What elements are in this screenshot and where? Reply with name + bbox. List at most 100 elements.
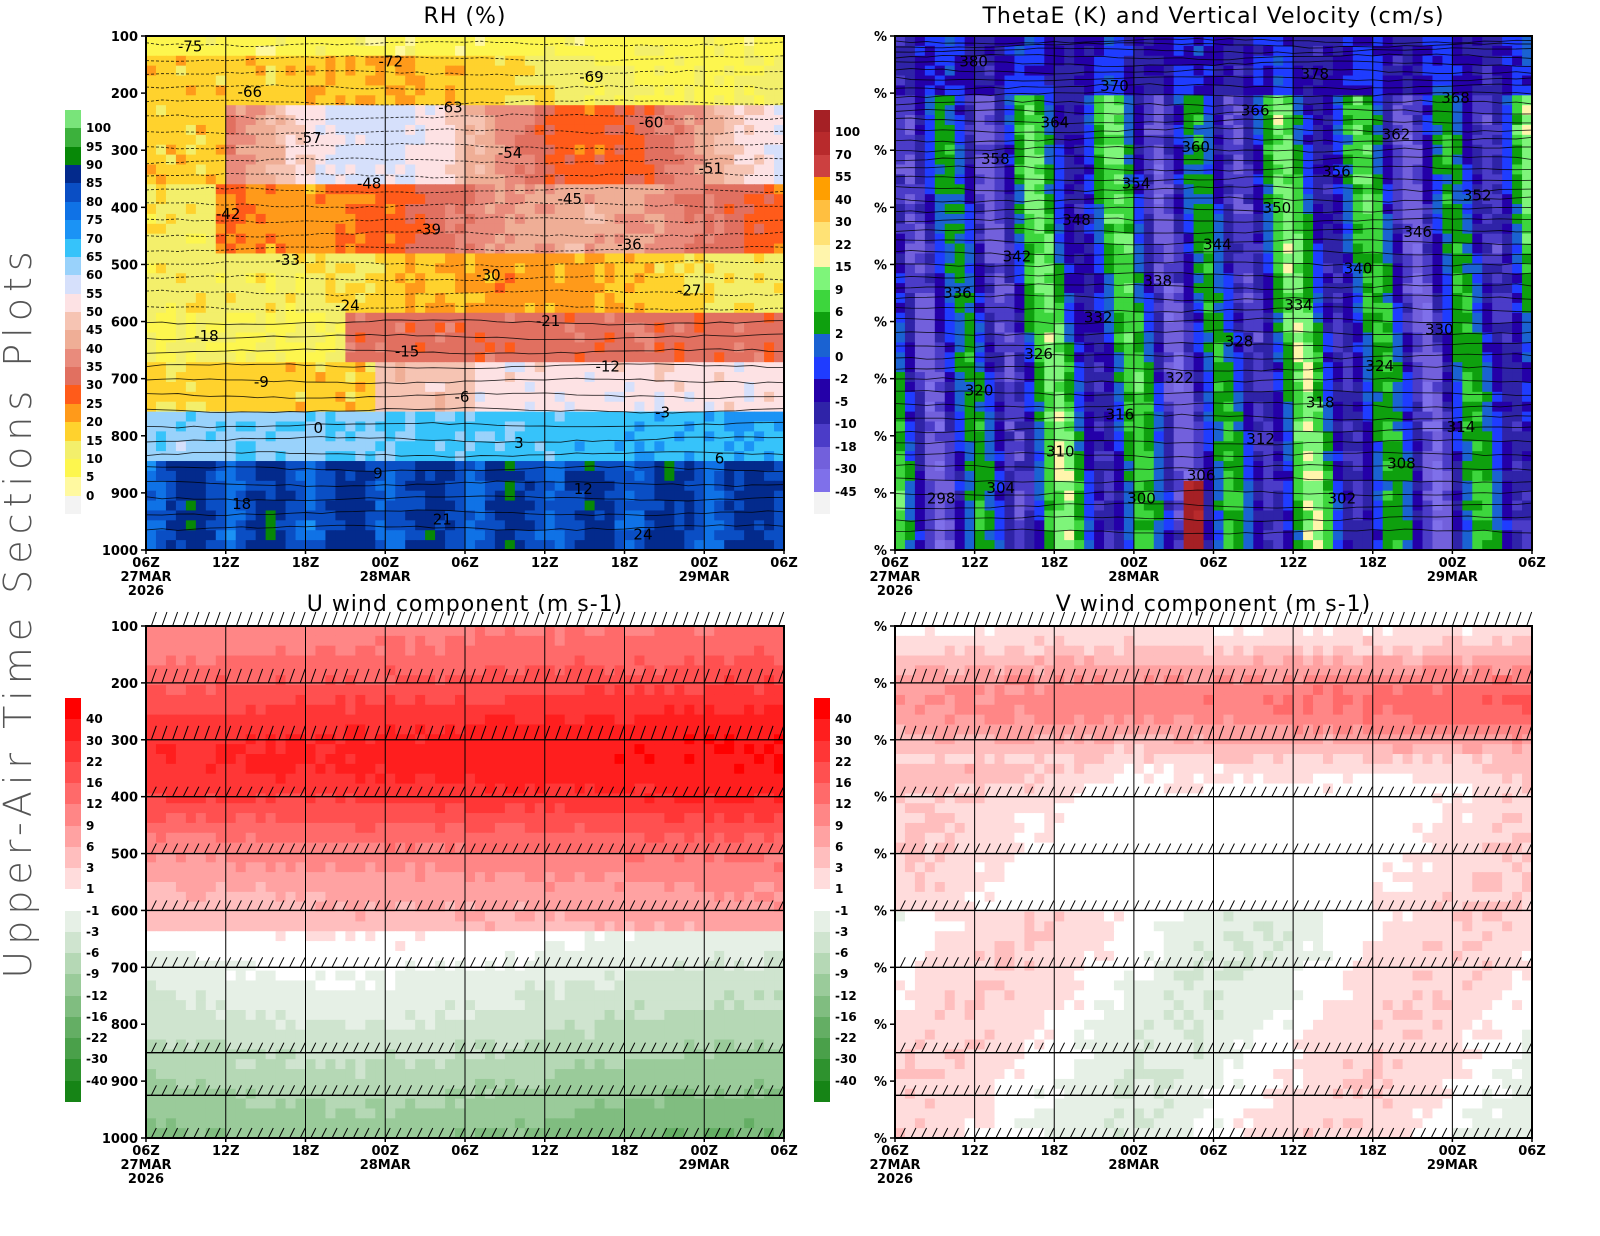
field-cell [195, 115, 207, 126]
field-cell [764, 480, 775, 492]
field-cell [1522, 253, 1533, 264]
field-cell [914, 75, 926, 87]
field-cell [684, 431, 695, 442]
field-cell [185, 431, 197, 442]
field-cell [325, 421, 337, 432]
field-cell [445, 184, 456, 195]
field-cell [155, 134, 167, 146]
field-cell [584, 312, 596, 324]
field-cell [674, 332, 685, 344]
field-cell [255, 312, 267, 324]
field-cell [474, 540, 486, 551]
field-cell [146, 490, 157, 502]
field-cell [146, 520, 157, 531]
field-cell [534, 352, 546, 363]
field-cell [1303, 95, 1314, 106]
field-cell [315, 411, 327, 423]
field-cell [504, 65, 516, 77]
field-cell [1223, 65, 1235, 77]
field-cell [235, 461, 247, 472]
field-cell [684, 253, 695, 264]
field-cell [544, 421, 556, 432]
field-cell [1313, 134, 1324, 146]
field-cell [1372, 243, 1384, 255]
field-cell [335, 223, 346, 235]
field-cell [445, 332, 456, 344]
field-cell [405, 520, 416, 531]
field-cell [574, 36, 586, 47]
field-cell [624, 451, 636, 462]
field-cell [774, 332, 785, 344]
field-cell [614, 105, 626, 116]
field-cell [1173, 124, 1185, 136]
field-cell [295, 233, 307, 245]
field-cell [634, 233, 646, 245]
field-cell [584, 233, 596, 245]
field-cell [1512, 204, 1523, 215]
field-cell [295, 154, 307, 166]
field-cell [1024, 164, 1035, 175]
field-cell [1392, 144, 1404, 156]
field-cell [1153, 115, 1165, 126]
field-cell [1024, 115, 1035, 126]
field-cell [714, 283, 725, 294]
field-cell [415, 223, 426, 235]
field-cell [764, 332, 775, 344]
field-cell [564, 470, 576, 482]
field-cell [1004, 174, 1016, 185]
field-cell [714, 223, 725, 235]
field-cell [155, 510, 167, 521]
field-cell [664, 134, 675, 146]
field-cell [594, 85, 606, 96]
field-cell [644, 204, 656, 215]
field-cell [1123, 65, 1135, 77]
field-cell [1104, 154, 1115, 166]
field-cell [724, 164, 735, 175]
field-cell [524, 174, 536, 185]
field-cell [195, 85, 207, 96]
field-cell [1233, 95, 1244, 106]
field-cell [684, 213, 695, 225]
field-cell [355, 263, 366, 274]
field-cell [644, 174, 656, 185]
field-cell [744, 95, 755, 106]
field-cell [664, 55, 675, 67]
field-cell [774, 431, 785, 442]
field-cell [754, 312, 765, 324]
field-cell [1183, 95, 1195, 106]
field-cell [465, 213, 476, 225]
field-cell [624, 36, 636, 47]
field-cell [664, 75, 675, 87]
field-cell [245, 431, 257, 442]
field-cell [425, 75, 436, 87]
field-cell [664, 540, 675, 551]
field-cell [1273, 65, 1284, 77]
field-cell [1064, 204, 1075, 215]
field-cell [285, 134, 297, 146]
field-cell [315, 381, 327, 393]
field-cell [455, 480, 466, 492]
field-cell [1253, 184, 1264, 195]
field-cell [1392, 204, 1404, 215]
field-cell [1094, 124, 1105, 136]
field-cell [484, 431, 496, 442]
field-cell [974, 115, 986, 126]
field-cell [484, 540, 496, 551]
field-cell [474, 293, 486, 304]
field-cell [385, 223, 396, 235]
field-cell [754, 381, 765, 393]
field-cell [1233, 184, 1244, 195]
field-cell [1293, 36, 1304, 47]
field-cell [195, 401, 207, 413]
field-cell [275, 302, 287, 314]
field-cell [225, 461, 237, 472]
field-cell [1283, 65, 1294, 77]
field-cell [325, 411, 337, 423]
field-cell [574, 372, 586, 383]
field-cell [654, 302, 665, 314]
field-cell [754, 85, 765, 96]
field-cell [1392, 243, 1404, 255]
field-cell [694, 352, 705, 363]
field-cell [265, 75, 277, 87]
field-cell [664, 213, 675, 225]
